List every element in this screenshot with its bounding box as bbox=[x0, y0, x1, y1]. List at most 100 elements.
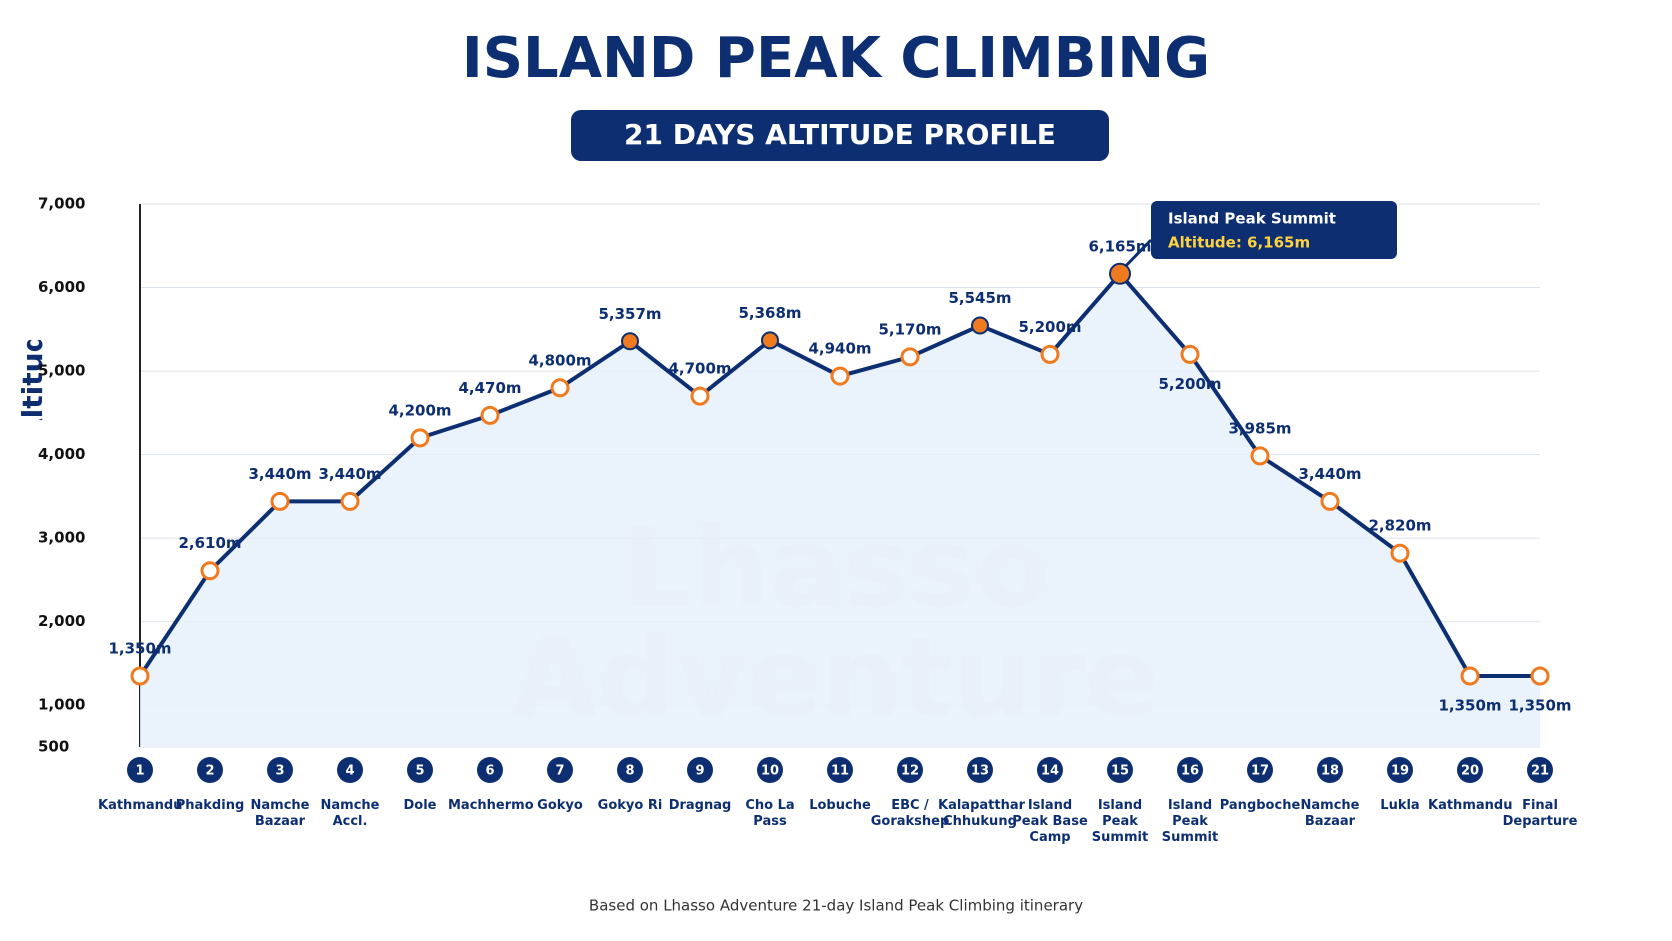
point bbox=[971, 316, 989, 335]
day-number: 9 bbox=[695, 764, 704, 779]
y-tick-label: 500 bbox=[38, 738, 69, 756]
data-label: 1,350m bbox=[1438, 696, 1501, 714]
day-badge bbox=[757, 757, 783, 783]
data-label: 3,440m bbox=[1298, 465, 1361, 483]
day-number: 5 bbox=[415, 764, 424, 779]
subtitle: 21 DAYS ALTITUDE PROFILE bbox=[624, 118, 1056, 151]
data-label: 4,700m bbox=[668, 360, 731, 378]
x-tick-label: Gokyo Ri bbox=[597, 798, 663, 813]
x-tick-label: Namche Bazaar bbox=[1300, 798, 1360, 829]
day-badge bbox=[197, 757, 223, 783]
day-badge bbox=[1037, 757, 1063, 783]
chart-title: ISLAND PEAK CLIMBING bbox=[462, 26, 1210, 91]
data-label: 5,170m bbox=[878, 320, 941, 338]
day-number: 12 bbox=[901, 764, 919, 779]
y-tick-label: 4,000 bbox=[38, 445, 85, 463]
data-label: 5,200m bbox=[1158, 375, 1221, 393]
day-badge bbox=[127, 757, 153, 783]
y-tick-label: 7,000 bbox=[38, 195, 85, 213]
point bbox=[410, 428, 430, 448]
day-badge bbox=[1107, 757, 1133, 783]
data-label: 1,350m bbox=[1508, 696, 1571, 714]
day-number: 6 bbox=[485, 764, 494, 779]
day-badge bbox=[897, 757, 923, 783]
annotation-box bbox=[1151, 201, 1397, 259]
data-label: 4,800m bbox=[528, 351, 591, 369]
data-label: 6,165m bbox=[1088, 237, 1151, 255]
x-tick-label: Island Peak Summit bbox=[1161, 798, 1219, 845]
day-badge bbox=[407, 757, 433, 783]
day-number: 1 bbox=[135, 764, 144, 779]
point bbox=[130, 666, 150, 686]
x-tick-label: Final Departure bbox=[1502, 798, 1578, 829]
point bbox=[1180, 344, 1200, 364]
x-tick-label: Island Peak Base Camp bbox=[1012, 798, 1088, 845]
y-tick-label: 3,000 bbox=[38, 529, 85, 547]
day-badge bbox=[1387, 757, 1413, 783]
x-tick-label: Cho La Pass bbox=[745, 798, 795, 829]
point bbox=[621, 332, 639, 351]
data-label: 3,440m bbox=[318, 465, 381, 483]
point bbox=[1530, 666, 1550, 686]
day-badge bbox=[967, 757, 993, 783]
day-number: 7 bbox=[555, 764, 564, 779]
point bbox=[340, 491, 360, 511]
x-tick-label: Dragnag bbox=[668, 798, 732, 813]
x-tick-label: Pangboche bbox=[1219, 798, 1301, 813]
point bbox=[550, 378, 570, 398]
data-label: 3,985m bbox=[1228, 419, 1291, 437]
day-badge bbox=[827, 757, 853, 783]
x-tick-label: Kathmandu bbox=[98, 798, 183, 813]
point bbox=[690, 386, 710, 406]
point bbox=[200, 561, 220, 581]
day-number: 15 bbox=[1111, 764, 1129, 779]
x-tick-label: Namche Accl. bbox=[320, 798, 380, 829]
point bbox=[1250, 446, 1270, 466]
day-badge bbox=[337, 757, 363, 783]
x-tick-label: Machhermo bbox=[448, 798, 534, 813]
data-label: 4,940m bbox=[808, 340, 871, 358]
day-number: 13 bbox=[971, 764, 989, 779]
point bbox=[761, 331, 779, 350]
data-label: 3,440m bbox=[248, 465, 311, 483]
x-tick-label: Gokyo bbox=[537, 798, 583, 813]
x-tick-label: Dole bbox=[403, 798, 437, 813]
day-number: 2 bbox=[205, 764, 214, 779]
y-axis-label: Altitude bbox=[16, 313, 49, 440]
day-number: 21 bbox=[1531, 764, 1549, 779]
point bbox=[480, 405, 500, 425]
day-number: 14 bbox=[1041, 764, 1059, 779]
point bbox=[1320, 491, 1340, 511]
day-badge bbox=[1177, 757, 1203, 783]
day-number: 16 bbox=[1181, 764, 1199, 779]
day-number: 4 bbox=[345, 764, 354, 779]
day-number: 3 bbox=[275, 764, 284, 779]
data-label: 2,610m bbox=[178, 534, 241, 552]
x-tick-label: Island Peak Summit bbox=[1091, 798, 1149, 845]
point bbox=[900, 347, 920, 367]
area bbox=[140, 273, 1540, 747]
y-tick-label: 6,000 bbox=[38, 278, 85, 296]
y-tick-label: 1,000 bbox=[38, 696, 85, 714]
x-tick-label: Namche Bazaar bbox=[250, 798, 310, 829]
annotation-leader bbox=[1124, 238, 1153, 267]
day-badge bbox=[1317, 757, 1343, 783]
data-label: 1,350m bbox=[108, 639, 171, 657]
subtitle-box bbox=[571, 110, 1109, 161]
point bbox=[270, 491, 290, 511]
data-label: 5,200m bbox=[1018, 318, 1081, 336]
day-badge bbox=[1527, 757, 1553, 783]
day-number: 10 bbox=[761, 764, 779, 779]
x-tick-label: EBC / Gorakshep bbox=[870, 798, 950, 829]
data-label: 4,200m bbox=[388, 401, 451, 419]
day-number: 19 bbox=[1391, 764, 1409, 779]
x-tick-label: Lobuche bbox=[809, 798, 871, 813]
day-badge bbox=[1247, 757, 1273, 783]
day-number: 18 bbox=[1321, 764, 1339, 779]
x-tick-label: Lukla bbox=[1380, 798, 1420, 813]
point bbox=[1390, 543, 1410, 563]
day-number: 20 bbox=[1461, 764, 1479, 779]
point bbox=[1109, 262, 1131, 285]
